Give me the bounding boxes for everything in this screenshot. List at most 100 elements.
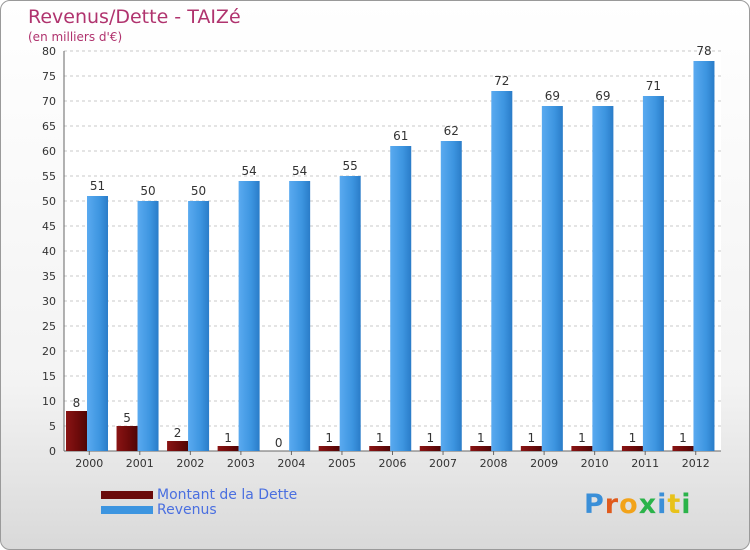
logo-letter: t [667, 489, 682, 520]
legend-swatch-dette [101, 490, 153, 499]
y-tick-label: 0 [49, 445, 56, 458]
x-tick-label: 2012 [682, 457, 710, 470]
bar-revenus [642, 96, 664, 451]
y-tick-label: 75 [42, 70, 56, 83]
data-label-revenus: 55 [343, 159, 358, 173]
bar-dette [520, 446, 542, 451]
legend-label-revenus: Revenus [157, 501, 217, 518]
data-label-dette: 1 [325, 431, 333, 445]
data-label-dette: 0 [275, 436, 283, 450]
bar-dette [419, 446, 441, 451]
logo-letter: P [584, 489, 605, 520]
data-label-revenus: 51 [90, 179, 105, 193]
y-tick-label: 10 [42, 395, 56, 408]
logo-letter: r [604, 489, 620, 520]
y-tick-label: 35 [42, 270, 56, 283]
bar-dette [167, 441, 189, 451]
x-tick-label: 2011 [631, 457, 659, 470]
data-label-revenus: 69 [545, 89, 560, 103]
y-tick-label: 55 [42, 170, 56, 183]
y-tick-label: 65 [42, 120, 56, 133]
data-label-dette: 1 [679, 431, 687, 445]
bar-revenus [137, 201, 159, 451]
bar-revenus [339, 176, 361, 451]
data-label-dette: 1 [477, 431, 485, 445]
bar-dette [571, 446, 593, 451]
y-tick-label: 25 [42, 320, 56, 333]
bar-revenus [541, 106, 563, 451]
y-tick-label: 80 [42, 45, 56, 58]
logo-letter: i [657, 489, 668, 520]
data-label-dette: 1 [426, 431, 434, 445]
bar-dette [66, 411, 87, 451]
data-label-dette: 1 [578, 431, 586, 445]
data-label-revenus: 50 [191, 184, 206, 198]
y-tick-label: 30 [42, 295, 56, 308]
bar-revenus [87, 196, 108, 451]
bar-dette [470, 446, 492, 451]
data-label-revenus: 62 [444, 124, 459, 138]
legend-item-revenus: Revenus [101, 501, 297, 518]
data-label-dette: 1 [629, 431, 637, 445]
bar-dette [672, 446, 694, 451]
bar-revenus [238, 181, 260, 451]
data-label-revenus: 54 [292, 164, 307, 178]
x-tick-label: 2008 [480, 457, 508, 470]
x-tick-label: 2009 [530, 457, 558, 470]
data-label-dette: 2 [174, 426, 182, 440]
y-tick-label: 5 [49, 420, 56, 433]
bar-revenus [491, 91, 513, 451]
data-label-revenus: 61 [393, 129, 408, 143]
data-label-dette: 5 [123, 411, 131, 425]
bar-revenus [390, 146, 412, 451]
y-tick-label: 50 [42, 195, 56, 208]
data-label-revenus: 54 [241, 164, 256, 178]
logo-letter: i [681, 489, 692, 520]
legend-item-dette: Montant de la Dette [101, 486, 298, 503]
y-tick-label: 20 [42, 345, 56, 358]
x-tick-label: 2010 [581, 457, 609, 470]
legend-label-dette: Montant de la Dette [157, 486, 298, 503]
y-tick-label: 15 [42, 370, 56, 383]
chart-subtitle: (en milliers d'€) [28, 30, 123, 44]
y-tick-label: 70 [42, 95, 56, 108]
data-label-revenus: 71 [646, 79, 661, 93]
bar-revenus [592, 106, 614, 451]
bar-dette [369, 446, 391, 451]
x-tick-label: 2005 [328, 457, 356, 470]
bar-revenus [440, 141, 462, 451]
legend-swatch-revenus [101, 505, 153, 514]
data-label-dette: 8 [73, 396, 81, 410]
data-label-dette: 1 [376, 431, 384, 445]
legend: Montant de la Dette Revenus [101, 486, 298, 518]
bar-revenus [188, 201, 210, 451]
x-tick-label: 2007 [429, 457, 457, 470]
y-tick-label: 60 [42, 145, 56, 158]
bar-revenus [289, 181, 311, 451]
data-label-dette: 1 [528, 431, 536, 445]
x-tick-label: 2004 [277, 457, 305, 470]
bar-dette [116, 426, 138, 451]
data-label-revenus: 50 [140, 184, 155, 198]
x-tick-label: 2006 [379, 457, 407, 470]
x-tick-label: 2000 [75, 457, 103, 470]
logo-letter: x [638, 489, 658, 520]
x-tick-label: 2003 [227, 457, 255, 470]
y-tick-label: 40 [42, 245, 56, 258]
proxiti-logo: Proxiti [584, 489, 692, 520]
data-label-dette: 1 [224, 431, 232, 445]
data-label-revenus: 72 [494, 74, 509, 88]
bar-dette [217, 446, 239, 451]
x-tick-label: 2001 [126, 457, 154, 470]
chart-title: Revenus/Dette - TAIZé [28, 6, 241, 28]
data-label-revenus: 69 [595, 89, 610, 103]
data-label-revenus: 78 [696, 44, 711, 58]
logo-letter: o [619, 489, 639, 520]
y-tick-label: 45 [42, 220, 56, 233]
x-tick-label: 2002 [176, 457, 204, 470]
bar-dette [318, 446, 340, 451]
bar-dette [621, 446, 643, 451]
bar-revenus [693, 61, 715, 451]
